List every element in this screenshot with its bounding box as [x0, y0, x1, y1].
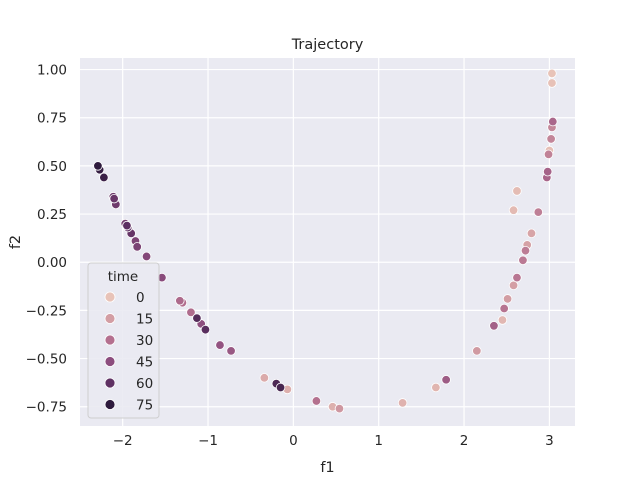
- x-tick-label: 1: [374, 433, 383, 449]
- grid: [80, 58, 575, 426]
- data-point: [526, 228, 537, 239]
- data-point: [141, 251, 152, 262]
- data-point: [132, 242, 142, 252]
- legend: time 0 15 30 45 60 75: [87, 262, 160, 419]
- data-point: [109, 193, 119, 204]
- legend-title: time: [108, 269, 139, 285]
- legend-label: 60: [136, 376, 153, 392]
- legend-items: 0 15 30 45 60 75: [104, 290, 153, 414]
- data-point: [546, 134, 556, 144]
- data-point: [548, 116, 558, 127]
- chart-title: Trajectory: [291, 37, 364, 53]
- data-point: [472, 346, 482, 356]
- data-point: [334, 403, 345, 414]
- data-point: [226, 346, 236, 356]
- y-tick-label: 0.25: [37, 207, 67, 223]
- data-point: [259, 373, 270, 383]
- plot-background: [80, 58, 575, 426]
- legend-marker: [104, 356, 116, 367]
- x-tick-label: 3: [545, 433, 554, 449]
- data-point: [533, 207, 544, 217]
- x-tick-labels: −2 −1 0 1 2 3: [113, 433, 554, 449]
- y-tick-label: 1.00: [37, 63, 67, 79]
- data-point: [502, 294, 513, 304]
- x-tick-label: −1: [198, 433, 218, 449]
- data-point: [547, 68, 557, 79]
- legend-label: 0: [136, 290, 145, 306]
- data-point: [441, 375, 451, 385]
- data-point: [543, 149, 554, 160]
- data-point: [397, 398, 408, 408]
- legend-label: 30: [136, 333, 153, 349]
- data-point: [499, 303, 509, 314]
- data-point: [547, 78, 557, 88]
- data-point: [122, 220, 132, 231]
- y-tick-labels: −0.75 −0.50 −0.25 0.00 0.25 0.50 0.75 1.00: [26, 63, 67, 416]
- legend-marker: [104, 334, 116, 346]
- x-tick-label: 0: [289, 433, 298, 449]
- data-point: [186, 307, 196, 318]
- legend-marker: [104, 377, 116, 389]
- x-axis-label: f1: [320, 460, 334, 476]
- legend-marker: [104, 399, 116, 410]
- data-point: [431, 382, 441, 393]
- data-point: [192, 313, 202, 323]
- data-point: [489, 321, 499, 331]
- x-tick-label: 2: [460, 433, 469, 449]
- x-tick-label: −2: [113, 433, 133, 449]
- y-tick-label: 0.00: [37, 255, 67, 271]
- data-point: [542, 166, 553, 177]
- data-point: [518, 255, 528, 266]
- data-point: [520, 245, 531, 256]
- y-tick-label: 0.75: [37, 111, 67, 127]
- legend-label: 75: [136, 398, 153, 414]
- data-point: [175, 296, 185, 306]
- legend-marker: [104, 291, 116, 303]
- data-point: [99, 172, 109, 183]
- y-tick-label: −0.50: [26, 352, 67, 368]
- data-point: [275, 382, 286, 393]
- data-point: [512, 186, 522, 196]
- data-point: [497, 315, 508, 325]
- data-points: [93, 68, 558, 414]
- legend-label: 45: [136, 355, 153, 371]
- y-tick-label: 0.50: [37, 159, 67, 175]
- data-point: [215, 340, 225, 350]
- y-axis-label: f2: [8, 235, 24, 249]
- y-tick-label: −0.75: [26, 400, 67, 416]
- data-point: [512, 272, 522, 283]
- legend-marker: [104, 313, 116, 324]
- legend-box: [87, 262, 160, 419]
- data-point: [311, 396, 322, 406]
- data-point: [508, 280, 519, 291]
- data-point: [508, 205, 519, 215]
- y-tick-label: −0.25: [26, 303, 67, 319]
- data-point: [200, 324, 211, 335]
- legend-label: 15: [136, 312, 153, 328]
- data-point: [93, 161, 103, 171]
